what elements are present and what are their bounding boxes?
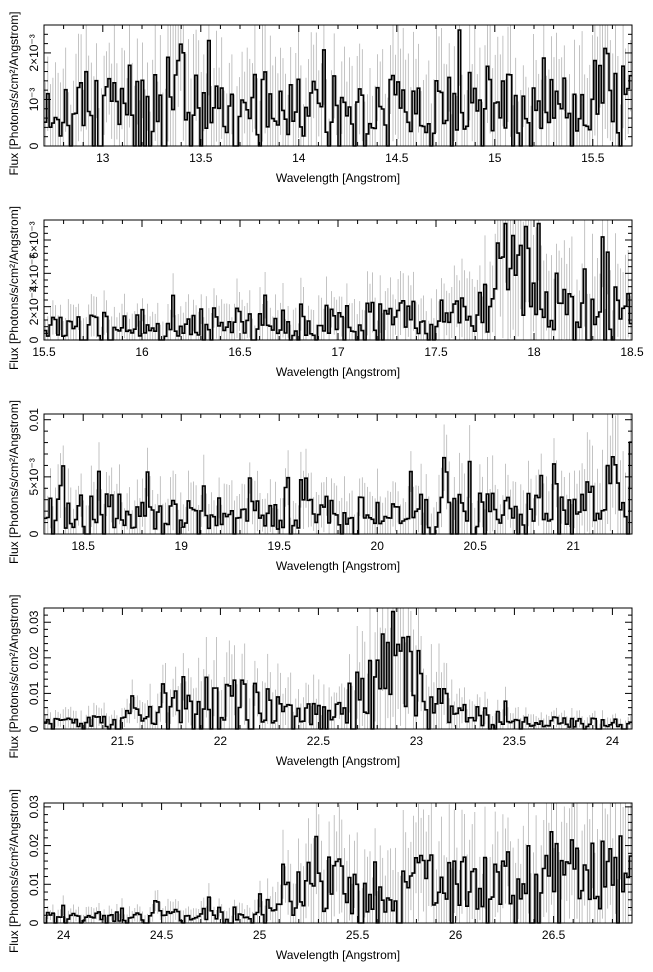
y-tick-label: 0 <box>27 530 41 537</box>
spectrum-panel-1: 13 13.5 14 14.5 15 15.5 0 10⁻³ 2×10⁻³ Wavelength … <box>7 11 633 185</box>
y-tick-label: 0 <box>27 336 41 343</box>
x-tick-label: 20.5 <box>464 539 488 553</box>
y-tick-label: 5×10⁻³ <box>27 458 41 495</box>
y-tick-label: 0.01 <box>27 408 41 432</box>
y-tick-label: 2×10⁻³ <box>27 288 41 325</box>
x-tick-label: 21 <box>567 539 581 553</box>
y-tick-label: 0.02 <box>27 646 41 670</box>
error-bars <box>44 25 632 146</box>
y-tick-label: 0 <box>27 919 41 926</box>
x-tick-label: 26.5 <box>542 928 566 942</box>
spectrum-panel-5: 24 24.5 25 25.5 26 26.5 0 0.01 0.02 0.03 Wavelengt… <box>7 789 633 962</box>
x-tick-label: 24 <box>606 734 620 748</box>
x-tick-label: 21.5 <box>111 734 135 748</box>
spectrum-panel-4: 21.5 22 22.5 23 23.5 24 0 0.01 0.02 0.03 Wavelengt… <box>7 594 633 768</box>
x-tick-label: 14.5 <box>385 151 409 165</box>
y-axis-label: Flux [Photons/s/cm²/Angstrom] <box>7 206 21 370</box>
y-tick-label: 0.01 <box>27 872 41 896</box>
x-tick-label: 13 <box>96 151 110 165</box>
x-tick-label: 15.5 <box>32 345 56 359</box>
y-axis-label: Flux [Photons/s/cm²/Angstrom] <box>7 594 21 758</box>
spectrum-line <box>44 441 632 535</box>
x-tick-label: 23 <box>410 734 424 748</box>
x-axis-label: Wavelength [Angstrom] <box>276 754 400 768</box>
x-tick-label: 16.5 <box>228 345 252 359</box>
x-axis-label: Wavelength [Angstrom] <box>276 948 400 962</box>
x-tick-label: 18 <box>527 345 541 359</box>
x-tick-label: 25 <box>253 928 267 942</box>
spectrum-line <box>44 610 632 730</box>
x-tick-label: 15.5 <box>581 151 605 165</box>
x-tick-label: 15 <box>488 151 502 165</box>
x-tick-label: 25.5 <box>346 928 370 942</box>
spectrum-panel-3: 18.5 19 19.5 20 20.5 21 0 5×10⁻³ 0.01 Wavelength … <box>7 400 633 573</box>
spectrum-line <box>44 831 632 924</box>
y-tick-label: 0 <box>27 725 41 732</box>
y-tick-label: 2×10⁻³ <box>27 34 41 71</box>
spectrum-panel-2: 15.5 16 16.5 17 17.5 18 18.5 0 2×10⁻³4×10⁻³6×10⁻… <box>7 206 644 379</box>
y-tick-label: 0.01 <box>27 681 41 705</box>
x-tick-label: 20 <box>371 539 385 553</box>
x-tick-label: 22 <box>214 734 228 748</box>
x-tick-label: 17 <box>331 345 345 359</box>
x-tick-label: 22.5 <box>307 734 331 748</box>
error-bars <box>44 608 632 729</box>
y-tick-label: 0.02 <box>27 834 41 858</box>
x-tick-label: 13.5 <box>189 151 213 165</box>
y-axis-label: Flux [Photons/s/cm²/Angstrom] <box>7 789 21 953</box>
x-tick-label: 16 <box>135 345 149 359</box>
x-tick-label: 23.5 <box>503 734 527 748</box>
y-tick-label: 6×10⁻³ <box>27 221 41 258</box>
spectrum-line <box>44 222 632 341</box>
x-tick-label: 17.5 <box>424 345 448 359</box>
x-tick-label: 24.5 <box>150 928 174 942</box>
x-tick-label: 19.5 <box>268 539 292 553</box>
y-tick-label: 0.03 <box>27 795 41 819</box>
y-axis-label: Flux [Photons/s/cm²/Angstrom] <box>7 11 21 175</box>
x-axis-label: Wavelength [Angstrom] <box>276 365 400 379</box>
y-tick-label: 0 <box>27 142 41 149</box>
x-axis-label: Wavelength [Angstrom] <box>276 559 400 573</box>
x-tick-label: 26 <box>449 928 463 942</box>
x-axis-label: Wavelength [Angstrom] <box>276 171 400 185</box>
error-bars <box>44 803 632 923</box>
x-tick-label: 18.5 <box>620 345 644 359</box>
y-tick-label: 0.03 <box>27 610 41 634</box>
x-tick-label: 19 <box>175 539 189 553</box>
error-bars <box>44 220 632 340</box>
y-tick-label: 4×10⁻³ <box>27 255 41 292</box>
x-tick-label: 24 <box>57 928 71 942</box>
x-tick-label: 14 <box>292 151 306 165</box>
y-axis-label: Flux [Photons/s/cm²/Angstrom] <box>7 400 21 564</box>
x-tick-label: 18.5 <box>72 539 96 553</box>
y-tick-label: 10⁻³ <box>27 88 41 112</box>
